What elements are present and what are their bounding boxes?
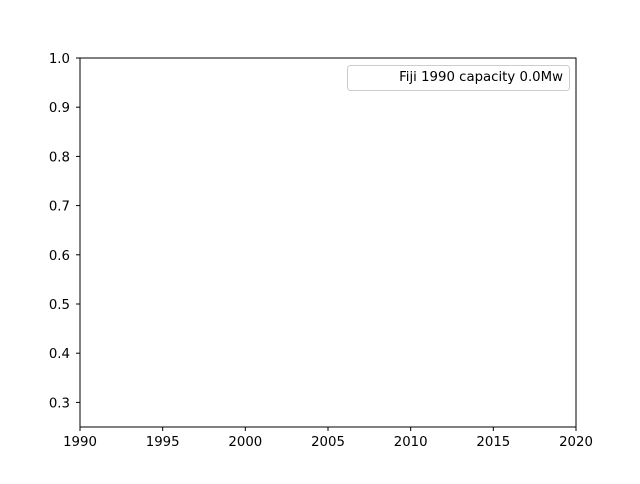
x-tick-label: 2020 <box>559 435 593 450</box>
legend-entry-label: Fiji 1990 capacity 0.0Mw <box>399 70 563 85</box>
x-tick-label: 2005 <box>311 435 345 450</box>
y-tick-label: 0.5 <box>49 298 70 313</box>
y-tick-label: 0.9 <box>49 101 70 116</box>
y-tick-label: 0.7 <box>49 200 70 215</box>
x-tick-label: 1990 <box>63 435 97 450</box>
x-tick-label: 1995 <box>146 435 180 450</box>
x-tick-label: 2015 <box>476 435 510 450</box>
y-axis-ticks: 0.3 0.4 0.5 0.6 0.7 0.8 0.9 1.0 <box>49 52 80 411</box>
y-tick-label: 1.0 <box>49 52 70 67</box>
y-tick-label: 0.8 <box>49 150 70 165</box>
y-tick-label: 0.3 <box>49 396 70 411</box>
legend-box <box>347 65 570 91</box>
plot-area <box>80 58 576 427</box>
legend: Fiji 1990 capacity 0.0Mw <box>347 65 570 91</box>
x-tick-label: 2010 <box>394 435 428 450</box>
y-tick-label: 0.4 <box>49 347 70 362</box>
y-tick-label: 0.6 <box>49 249 70 264</box>
x-axis-ticks: 1990 1995 2000 2005 2010 2015 2020 <box>63 427 593 450</box>
x-tick-label: 2000 <box>228 435 262 450</box>
plot-frame <box>79 57 577 428</box>
